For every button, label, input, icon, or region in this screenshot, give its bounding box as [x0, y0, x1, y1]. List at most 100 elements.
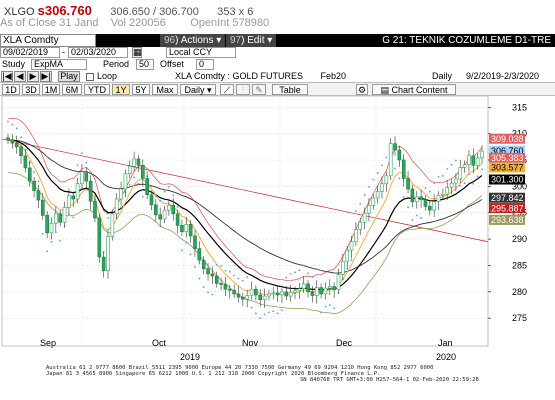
candle-body [319, 287, 323, 295]
candle-body [162, 209, 167, 220]
value-label: 293.638 [491, 215, 524, 225]
step-back-icon[interactable]: ◀ [14, 71, 26, 82]
end-date-input[interactable]: 02/03/2020 [68, 47, 128, 58]
price-chart[interactable]: 315310305300295290285280275 SepOctNovDec… [0, 96, 555, 364]
candle-body [336, 274, 341, 291]
offset-input[interactable]: 0 [196, 59, 214, 70]
x-year-label: 2019 [180, 352, 200, 362]
tab-ytd[interactable]: YTD [84, 84, 110, 95]
parabolic-dot [81, 152, 83, 155]
chart-content-button[interactable]: ▤ Chart Content [372, 84, 456, 95]
candle-body [245, 295, 249, 300]
bar-chart-icon[interactable]: ⫶ [236, 84, 250, 95]
candle-body [349, 241, 354, 251]
candle-body [23, 155, 28, 169]
candle-body [158, 214, 163, 220]
interval-select[interactable]: Daily ▾ [180, 84, 216, 95]
start-date-input[interactable]: 09/02/2019 [0, 47, 60, 58]
candle-body [180, 225, 184, 233]
currency-select[interactable]: Local CCY [166, 47, 236, 58]
calendar-icon[interactable]: ▦ [132, 47, 142, 58]
y-tick-label: 285 [512, 260, 527, 270]
candle-body [62, 207, 67, 223]
candle-body [367, 205, 371, 214]
candle-body [236, 293, 241, 298]
candle-body [449, 182, 454, 188]
candle-body [197, 248, 202, 261]
tab-3d[interactable]: 3D [22, 84, 40, 95]
play-button[interactable]: Play [58, 71, 80, 82]
candle-body [254, 288, 258, 296]
fast-forward-icon[interactable]: ▶| [40, 71, 52, 82]
parabolic-dot [233, 274, 236, 277]
parabolic-dot [455, 159, 457, 162]
candle-body [362, 212, 367, 223]
parabolic-dot [241, 279, 244, 282]
tab-6m[interactable]: 6M [62, 84, 82, 95]
tab-1d[interactable]: 1D [2, 84, 20, 95]
line-chart-icon[interactable]: ⟋ [220, 84, 234, 95]
parabolic-dot [150, 185, 153, 188]
candle-body [45, 215, 49, 234]
parabolic-dot [228, 270, 231, 273]
candle-body [54, 213, 58, 224]
ticker-line: XLGO s306.760 306.650 / 306.700 353 x 6 [4, 3, 253, 18]
value-label-box [489, 174, 525, 185]
parabolic-dot [224, 269, 227, 272]
table-button[interactable]: Table [272, 84, 308, 95]
tab-1y[interactable]: 1Y [112, 84, 130, 95]
candle-body [297, 288, 302, 292]
step-forward-icon[interactable]: ▶ [27, 71, 39, 82]
parabolic-dot [315, 268, 318, 271]
parabolic-dot [163, 190, 166, 193]
y-tick-label: 280 [512, 287, 527, 297]
actions-menu-button[interactable]: 96) Actions ▾ [160, 34, 226, 47]
chart-content-label: Chart Content [391, 85, 448, 95]
tab-max[interactable]: Max [152, 84, 178, 95]
security-input[interactable]: XLA Comdty [0, 34, 96, 47]
period-input[interactable]: 50 [136, 59, 154, 70]
candle-body [414, 196, 419, 202]
parabolic-dot [207, 291, 209, 294]
rewind-icon[interactable]: |◀ [1, 71, 13, 82]
upper-band-line [7, 117, 483, 282]
candle-body [258, 294, 263, 301]
candle-body [149, 194, 154, 206]
parabolic-dot [272, 310, 275, 313]
candle-body [188, 224, 193, 237]
range-tabs: 1D 3D 1M 6M YTD 1Y 5Y Max Daily ▾ ⟋ ⫶ ✎ … [0, 82, 555, 96]
loop-checkbox[interactable] [86, 73, 94, 81]
candle-body [123, 173, 128, 190]
value-label: 305.383 [491, 153, 524, 163]
candle-body [40, 199, 45, 216]
candle-body [80, 171, 84, 185]
x-tick-label: Oct [152, 338, 167, 348]
settings-icon[interactable]: ⚙ [356, 84, 368, 95]
parabolic-dot [328, 304, 331, 306]
tab-5y[interactable]: 5Y [132, 84, 150, 95]
parabolic-dot [120, 206, 122, 209]
parabolic-dot [298, 269, 301, 272]
parabolic-dot [302, 264, 305, 267]
parabolic-dot [250, 306, 253, 309]
candle-body [310, 291, 315, 296]
candle-body [401, 159, 406, 179]
tab-1m[interactable]: 1M [42, 84, 60, 95]
candle-body [458, 167, 463, 180]
title-bar: XLA Comdty 96) Actions ▾ 97) Edit ▾ G 21… [0, 34, 555, 47]
y-tick-label: 290 [512, 234, 527, 244]
candle-body [314, 287, 319, 296]
parabolic-dot [428, 190, 431, 193]
bid-ask-size: 353 x 6 [217, 6, 254, 18]
candle-body [14, 142, 19, 148]
candle-body [284, 291, 289, 297]
candle-body [110, 213, 115, 237]
parabolic-dot [50, 240, 53, 243]
study-select[interactable]: ExpMA [31, 59, 87, 70]
parabolic-dot [437, 175, 440, 178]
parabolic-dot [202, 286, 205, 288]
draw-icon[interactable]: ✎ [252, 84, 266, 95]
value-label-box [489, 145, 525, 156]
as-of-line: As of Close 31 Jand Vol 220056 OpenInt 5… [0, 17, 269, 29]
edit-menu-button[interactable]: 97) Edit ▾ [226, 34, 277, 47]
